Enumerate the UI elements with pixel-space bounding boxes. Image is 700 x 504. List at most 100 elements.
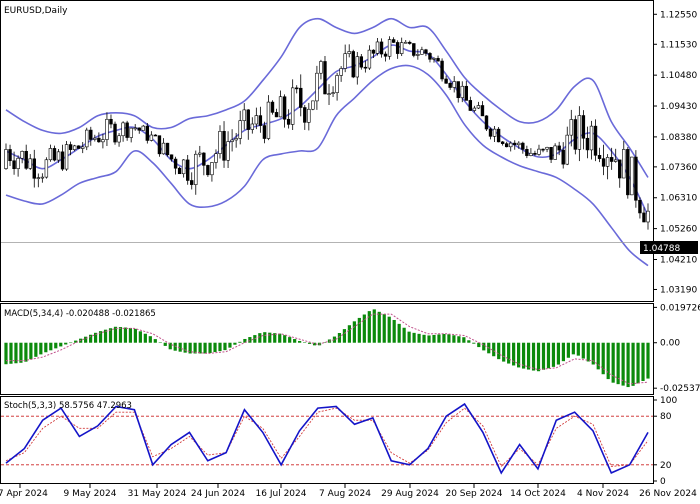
macd-bar <box>497 342 501 360</box>
candle-body <box>177 167 182 175</box>
macd-bar <box>93 332 98 343</box>
date-tick-label: 4 Nov 2024 <box>577 489 629 499</box>
candle-body <box>323 61 327 95</box>
candle-body <box>412 43 416 56</box>
macd-bar <box>492 342 496 357</box>
candle-body <box>282 96 287 120</box>
candle-body <box>492 128 497 137</box>
candle-body <box>56 151 61 161</box>
macd-bar <box>307 342 312 344</box>
macd-bar <box>556 342 561 365</box>
macd-bar <box>74 340 78 343</box>
candle-body <box>553 145 557 160</box>
macd-bar <box>417 333 421 343</box>
candle-body <box>488 128 493 137</box>
candle-body <box>359 56 364 68</box>
candle-body <box>525 149 529 156</box>
macd-bar <box>173 342 177 351</box>
candle-body <box>24 150 28 169</box>
candle-body <box>238 120 242 139</box>
candle-body <box>557 145 561 151</box>
stoch-signal-line <box>5 407 649 468</box>
candle-body <box>513 142 517 146</box>
macd-bar <box>238 341 242 343</box>
candle-body <box>436 58 440 62</box>
candle-body <box>109 118 113 125</box>
candle-body <box>125 122 129 138</box>
macd-bar <box>29 342 33 360</box>
macd-bar <box>551 342 556 367</box>
macd-bar <box>566 342 570 358</box>
macd-bar <box>362 314 366 343</box>
candle-body <box>589 125 594 151</box>
macd-bar <box>581 342 585 359</box>
macd-bar <box>422 334 426 343</box>
candle-body <box>638 199 642 214</box>
macd-bar <box>168 342 172 350</box>
candle-body <box>52 148 57 161</box>
macd-bar <box>626 342 630 388</box>
macd-bar <box>377 311 381 343</box>
date-tick-label: 14 Oct 2024 <box>510 489 566 499</box>
price-tick-label: 1.03190 <box>660 285 697 295</box>
macd-indicator: 0.019726 0.00 -0.025377 <box>4 303 700 394</box>
candle-body <box>509 142 513 148</box>
candle-body <box>581 115 586 139</box>
macd-bar <box>477 342 481 348</box>
candle-body <box>452 81 456 88</box>
candle-body <box>169 154 174 160</box>
date-tick-label: 7 Aug 2024 <box>319 489 371 499</box>
candle-body <box>149 134 154 141</box>
candle-body <box>363 66 368 69</box>
candle-body <box>327 93 331 95</box>
macd-tick-label: 0.019726 <box>660 303 700 313</box>
macd-bar <box>611 342 615 383</box>
macd-bar <box>14 342 18 364</box>
candle-body <box>577 115 582 150</box>
macd-bar <box>123 327 128 343</box>
candle-body <box>274 112 279 118</box>
candle-body <box>185 159 190 181</box>
candle-body <box>484 115 489 130</box>
candle-body <box>206 165 210 176</box>
macd-bar <box>312 342 317 346</box>
candle-body <box>93 137 97 140</box>
macd-bar <box>447 334 451 343</box>
price-tick-label: 1.09430 <box>660 102 697 112</box>
candle-body <box>521 142 525 150</box>
candle-body <box>4 149 8 169</box>
macd-bar <box>596 342 600 370</box>
macd-bar <box>621 342 625 386</box>
candle-body <box>36 177 41 179</box>
candle-body <box>424 49 428 54</box>
candle-body <box>165 142 170 156</box>
candle-body <box>307 108 311 123</box>
price-tick-label: 1.10480 <box>660 71 697 81</box>
candle-body <box>161 142 166 155</box>
candle-body <box>500 141 505 144</box>
macd-bar <box>283 335 287 343</box>
candle-body <box>242 109 246 121</box>
candle-body <box>367 49 372 69</box>
macd-bar <box>113 326 118 343</box>
current-price-label: 1.04788 <box>643 244 680 254</box>
candle-body <box>97 137 101 143</box>
macd-bar <box>367 311 371 343</box>
stoch-tick-label: 20 <box>660 461 672 471</box>
macd-bar <box>133 328 137 343</box>
candle-body <box>315 72 319 102</box>
date-tick-label: 29 Aug 2024 <box>381 489 439 499</box>
candle-body <box>181 159 186 175</box>
candle-body <box>456 81 460 99</box>
candle-body <box>517 142 521 146</box>
macd-tick-label: 0.00 <box>660 339 680 349</box>
macd-bar <box>138 331 142 343</box>
candle-body <box>295 87 299 90</box>
macd-bar <box>39 342 43 355</box>
macd-bar <box>89 334 93 343</box>
candle-body <box>630 156 634 196</box>
candle-body <box>266 101 271 139</box>
date-tick-label: 9 May 2024 <box>64 489 117 499</box>
candle-body <box>626 149 630 196</box>
macd-bar <box>462 337 466 343</box>
